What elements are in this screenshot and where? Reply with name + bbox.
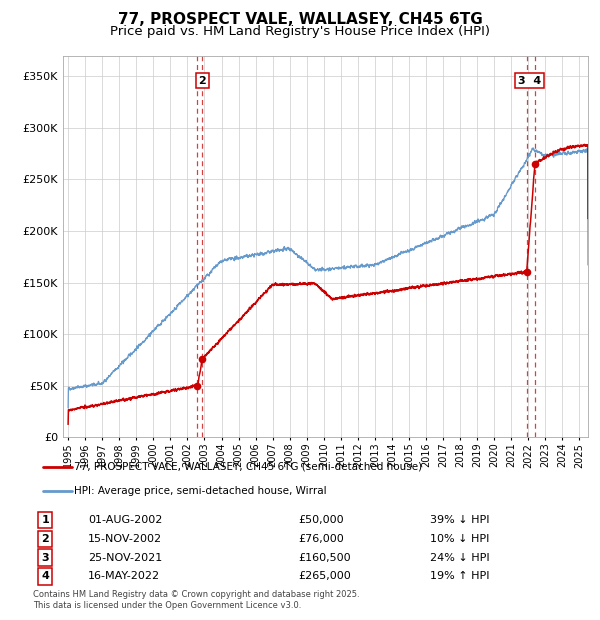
Text: 10% ↓ HPI: 10% ↓ HPI [430, 534, 490, 544]
Text: 77, PROSPECT VALE, WALLASEY, CH45 6TG: 77, PROSPECT VALE, WALLASEY, CH45 6TG [118, 12, 482, 27]
Text: 4: 4 [41, 572, 49, 582]
Text: £50,000: £50,000 [298, 515, 344, 525]
Text: £265,000: £265,000 [298, 572, 351, 582]
Text: 2: 2 [199, 76, 206, 86]
Text: 39% ↓ HPI: 39% ↓ HPI [430, 515, 490, 525]
Text: 01-AUG-2002: 01-AUG-2002 [88, 515, 163, 525]
Text: 1: 1 [41, 515, 49, 525]
Text: £160,500: £160,500 [298, 552, 350, 562]
Text: Contains HM Land Registry data © Crown copyright and database right 2025.
This d: Contains HM Land Registry data © Crown c… [33, 590, 359, 609]
Text: 15-NOV-2002: 15-NOV-2002 [88, 534, 163, 544]
Text: 25-NOV-2021: 25-NOV-2021 [88, 552, 163, 562]
Text: 24% ↓ HPI: 24% ↓ HPI [430, 552, 490, 562]
Text: 3: 3 [41, 552, 49, 562]
Text: Price paid vs. HM Land Registry's House Price Index (HPI): Price paid vs. HM Land Registry's House … [110, 25, 490, 38]
Text: 16-MAY-2022: 16-MAY-2022 [88, 572, 160, 582]
Text: 3 4: 3 4 [518, 76, 541, 86]
Text: HPI: Average price, semi-detached house, Wirral: HPI: Average price, semi-detached house,… [74, 486, 327, 496]
Text: 2: 2 [41, 534, 49, 544]
Text: 19% ↑ HPI: 19% ↑ HPI [430, 572, 490, 582]
Text: 77, PROSPECT VALE, WALLASEY, CH45 6TG (semi-detached house): 77, PROSPECT VALE, WALLASEY, CH45 6TG (s… [74, 462, 422, 472]
Text: £76,000: £76,000 [298, 534, 344, 544]
